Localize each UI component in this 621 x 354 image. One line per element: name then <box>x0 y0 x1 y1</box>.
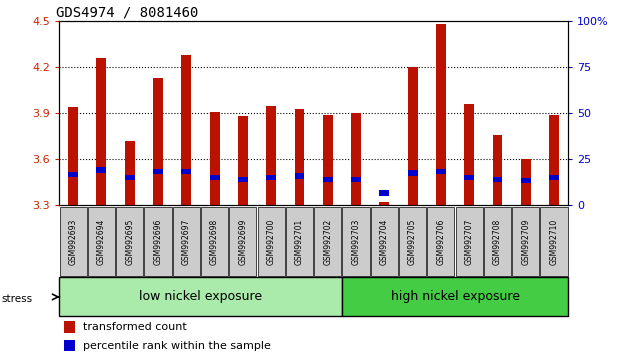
Text: GSM992695: GSM992695 <box>125 218 134 265</box>
Bar <box>521 178 531 183</box>
Bar <box>492 135 502 205</box>
Text: GSM992709: GSM992709 <box>521 218 530 265</box>
Bar <box>153 169 163 174</box>
Bar <box>436 169 446 174</box>
Bar <box>484 207 511 276</box>
Text: GSM992694: GSM992694 <box>97 218 106 265</box>
Text: GSM992693: GSM992693 <box>69 218 78 265</box>
Text: GSM992707: GSM992707 <box>465 218 474 265</box>
Bar <box>342 278 568 316</box>
Bar <box>465 104 474 205</box>
Text: GSM992706: GSM992706 <box>437 218 445 265</box>
Text: percentile rank within the sample: percentile rank within the sample <box>83 341 271 350</box>
Bar <box>465 175 474 181</box>
Bar <box>371 207 398 276</box>
Text: GSM992699: GSM992699 <box>238 218 247 265</box>
Text: GSM992710: GSM992710 <box>550 218 558 264</box>
Bar <box>173 207 200 276</box>
Bar <box>351 177 361 182</box>
Bar <box>60 207 87 276</box>
Bar <box>153 78 163 205</box>
Bar <box>210 112 220 205</box>
Bar <box>314 207 342 276</box>
Text: high nickel exposure: high nickel exposure <box>391 290 520 303</box>
Text: GSM992700: GSM992700 <box>266 218 276 265</box>
Bar <box>342 207 369 276</box>
Bar <box>294 173 304 179</box>
Bar <box>238 116 248 205</box>
Bar <box>456 207 483 276</box>
Bar <box>125 175 135 181</box>
Text: transformed count: transformed count <box>83 322 187 332</box>
Bar <box>88 207 115 276</box>
Bar <box>407 67 417 205</box>
Text: low nickel exposure: low nickel exposure <box>139 290 262 303</box>
Text: GSM992697: GSM992697 <box>182 218 191 265</box>
Bar <box>145 207 171 276</box>
Bar <box>125 141 135 205</box>
Bar <box>59 278 342 316</box>
Text: GSM992696: GSM992696 <box>153 218 163 265</box>
Bar <box>399 207 426 276</box>
Bar <box>492 177 502 182</box>
Text: GSM992703: GSM992703 <box>351 218 361 265</box>
Bar <box>68 107 78 205</box>
Bar <box>540 207 568 276</box>
Bar <box>96 58 106 205</box>
Bar <box>294 109 304 205</box>
Bar <box>521 159 531 205</box>
Bar <box>68 172 78 177</box>
Bar <box>512 207 540 276</box>
Bar <box>116 207 143 276</box>
Text: GSM992705: GSM992705 <box>408 218 417 265</box>
Text: GSM992698: GSM992698 <box>210 218 219 264</box>
Bar <box>258 207 285 276</box>
Bar <box>379 190 389 196</box>
Text: stress: stress <box>1 294 32 304</box>
Text: GSM992708: GSM992708 <box>493 218 502 264</box>
Bar <box>323 177 333 182</box>
Text: GSM992704: GSM992704 <box>380 218 389 265</box>
Bar <box>407 170 417 176</box>
Bar <box>96 167 106 173</box>
Text: GSM992702: GSM992702 <box>324 218 332 264</box>
Bar <box>266 175 276 181</box>
Text: GDS4974 / 8081460: GDS4974 / 8081460 <box>56 5 198 19</box>
Bar <box>286 207 313 276</box>
Bar <box>549 175 559 181</box>
Bar <box>210 175 220 181</box>
Bar <box>379 202 389 205</box>
Bar <box>323 115 333 205</box>
Bar <box>238 177 248 182</box>
Bar <box>201 207 228 276</box>
Bar <box>427 207 455 276</box>
Bar <box>181 55 191 205</box>
Bar <box>181 169 191 174</box>
Bar <box>64 340 75 351</box>
Bar <box>436 24 446 205</box>
Text: GSM992701: GSM992701 <box>295 218 304 264</box>
Bar <box>229 207 256 276</box>
Bar <box>266 105 276 205</box>
Bar <box>64 321 75 333</box>
Bar <box>351 113 361 205</box>
Bar <box>549 115 559 205</box>
